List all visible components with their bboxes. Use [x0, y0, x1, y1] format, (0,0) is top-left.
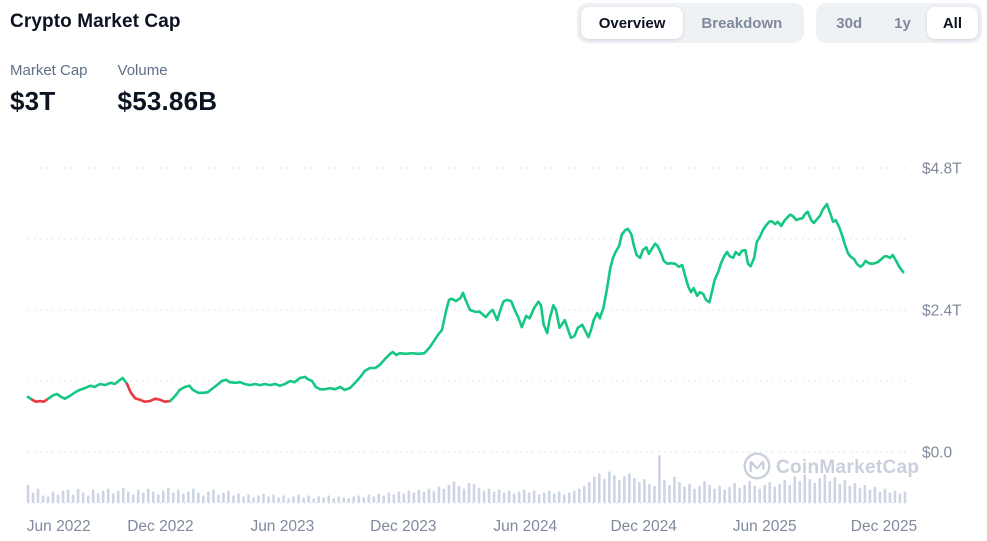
watermark-text: CoinMarketCap: [776, 457, 919, 478]
svg-text:Jun 2024: Jun 2024: [493, 518, 557, 535]
y-axis-labels: $4.8T $2.4T $0.0: [922, 160, 962, 461]
watermark: CoinMarketCap: [743, 452, 919, 480]
volume-label: Volume: [117, 62, 168, 79]
svg-text:Dec 2024: Dec 2024: [610, 518, 677, 535]
svg-text:Jun 2022: Jun 2022: [27, 518, 91, 535]
svg-text:$2.4T: $2.4T: [922, 302, 962, 319]
x-axis-labels: Jun 2022 Dec 2022 Jun 2023 Dec 2023 Jun 2024…: [27, 518, 917, 535]
volume-bars: [26, 455, 907, 503]
view-toggle: Overview Breakdown: [576, 3, 805, 43]
price-line: [26, 202, 905, 403]
coinmarketcap-logo-icon: [743, 452, 771, 480]
svg-text:Jun 2025: Jun 2025: [733, 518, 797, 535]
market-cap-value: $3T: [10, 86, 56, 116]
svg-text:Dec 2022: Dec 2022: [127, 518, 193, 535]
svg-text:Dec 2025: Dec 2025: [851, 518, 917, 535]
range-toggle: 30d 1y All: [816, 3, 982, 43]
stats-row: Market Cap $3T Volume $53.86B: [10, 62, 217, 117]
range-1y[interactable]: 1y: [878, 7, 927, 39]
market-cap-stat: Market Cap $3T: [10, 62, 88, 117]
market-cap-chart[interactable]: CoinMarketCap $4.8T $2.4T $0.0 Jun 2022 Dec 2…: [0, 150, 987, 541]
svg-text:$4.8T: $4.8T: [922, 160, 962, 177]
tab-overview[interactable]: Overview: [580, 7, 684, 39]
gridlines: [28, 167, 908, 504]
page-title: Crypto Market Cap: [10, 11, 181, 32]
svg-text:Dec 2023: Dec 2023: [370, 518, 436, 535]
svg-text:$0.0: $0.0: [922, 445, 953, 462]
market-cap-label: Market Cap: [10, 62, 88, 79]
volume-stat: Volume $53.86B: [118, 62, 218, 117]
range-30d[interactable]: 30d: [820, 7, 878, 39]
tab-breakdown[interactable]: Breakdown: [683, 7, 800, 39]
volume-value: $53.86B: [117, 86, 218, 116]
chart-area: CoinMarketCap $4.8T $2.4T $0.0 Jun 2022 Dec 2…: [0, 150, 987, 541]
svg-text:Jun 2023: Jun 2023: [250, 518, 314, 535]
chart-controls: Overview Breakdown 30d 1y All: [576, 3, 982, 43]
range-all[interactable]: All: [926, 7, 978, 39]
